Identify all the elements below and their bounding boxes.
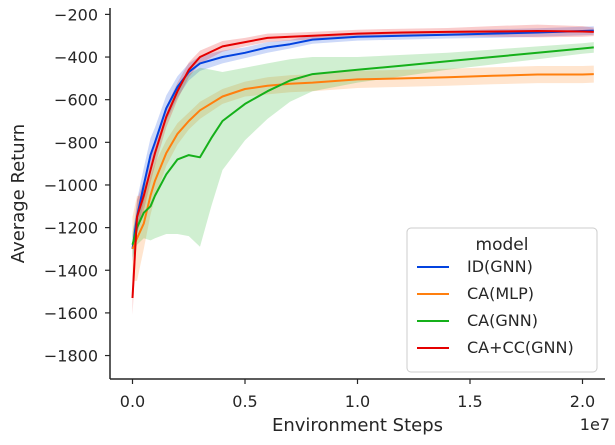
legend-items: ID(GNN) CA(MLP) CA(GNN) CA+CC(GNN): [417, 257, 574, 357]
y-tick-label: −1400: [44, 261, 98, 280]
legend-box: [406, 227, 598, 373]
y-axis-ticks: −200 −400 −600 −800 −1000 −1200 −1400 −1600 −180…: [44, 5, 110, 366]
y-tick-label: −400: [54, 48, 98, 67]
x-tick-label: 2.0: [570, 392, 595, 411]
x-tick-label: 1.0: [345, 392, 370, 411]
x-axis-label: Environment Steps: [272, 415, 443, 436]
legend-label-ca-gnn: CA(GNN): [467, 311, 538, 330]
x-tick-label: 0.0: [120, 392, 145, 411]
line-ca-gnn: [131, 46, 594, 245]
y-tick-label: −600: [54, 91, 98, 110]
x-tick-label: 0.5: [232, 392, 257, 411]
y-tick-label: −800: [54, 133, 98, 152]
legend-label-ca-cc-gnn: CA+CC(GNN): [467, 338, 574, 357]
line-ca-mlp: [131, 73, 594, 250]
legend-label-id-gnn: ID(GNN): [467, 257, 533, 276]
legend: model ID(GNN) CA(MLP) CA(GNN) CA+CC(GNN): [406, 227, 598, 373]
y-tick-label: −200: [54, 5, 98, 24]
series-lines: [131, 29, 594, 299]
line-ca-cc-gnn: [131, 30, 594, 299]
y-tick-label: −1800: [44, 347, 98, 366]
band-ca-gnn: [132, 42, 594, 258]
legend-title: model: [476, 235, 529, 255]
y-tick-label: −1600: [44, 304, 98, 323]
line-id-gnn: [131, 29, 594, 250]
x-axis-offset-label: 1e7: [580, 415, 610, 434]
y-tick-label: −1000: [44, 176, 98, 195]
confidence-bands: [132, 24, 594, 315]
y-tick-label: −1200: [44, 219, 98, 238]
legend-label-ca-mlp: CA(MLP): [467, 284, 534, 303]
x-tick-label: 1.5: [457, 392, 482, 411]
y-axis-label: Average Return: [8, 124, 29, 263]
x-axis-ticks: 0.0 0.5 1.0 1.5 2.0: [120, 379, 595, 411]
